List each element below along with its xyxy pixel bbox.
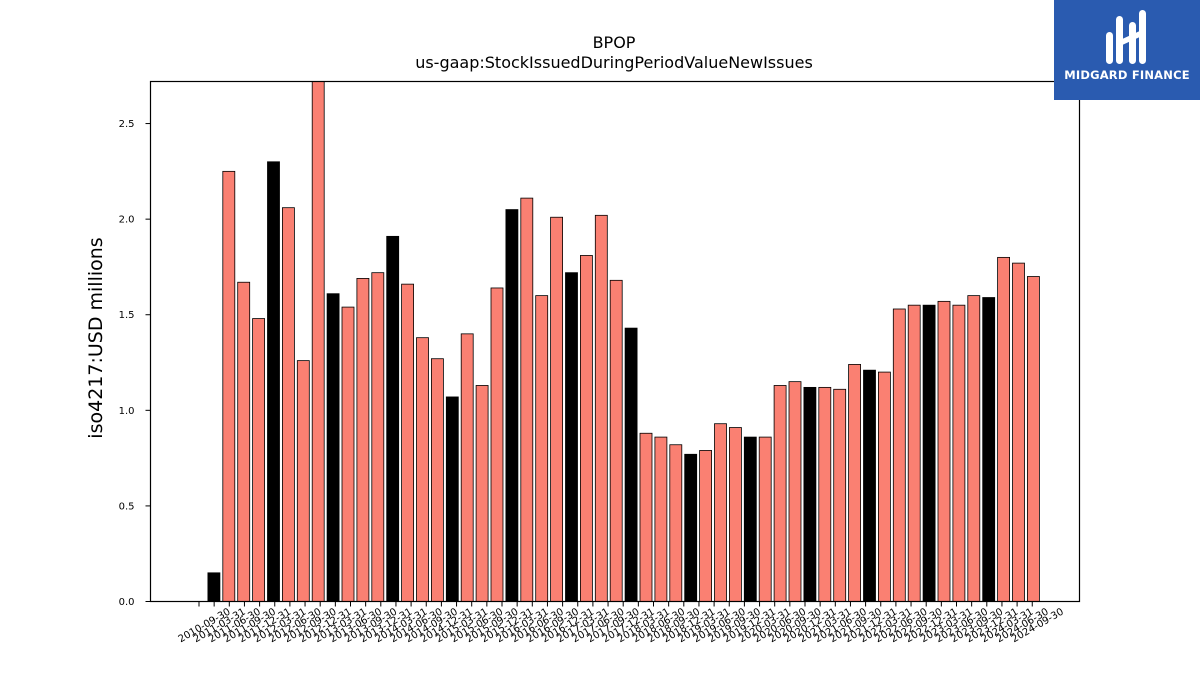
bar-2021-12-31	[863, 369, 876, 602]
bar-2013-12-31	[386, 235, 400, 602]
bar-2018-03-31	[639, 432, 653, 602]
bar-2013-06-30	[356, 278, 370, 602]
bar-2020-03-31	[758, 436, 772, 602]
plot-frame	[149, 80, 1081, 603]
x-axis-ticks: 2010-09-302011-03-312011-06-302011-09-30…	[177, 601, 1066, 645]
bar-2017-03-31	[580, 255, 593, 602]
bar-2018-09-30	[669, 444, 683, 602]
bar-2020-06-30	[773, 385, 787, 602]
bar-2022-12-31	[922, 304, 936, 602]
bar-2019-03-31	[699, 450, 712, 602]
bar-2023-12-31	[982, 297, 996, 602]
bar-2017-06-30	[594, 214, 608, 602]
bars-group	[207, 81, 1040, 602]
bar-2012-06-30	[296, 360, 310, 602]
bar-2016-03-31	[520, 197, 534, 602]
y-tick-label: 0.5	[119, 501, 135, 512]
chart-title: BPOP	[593, 33, 636, 52]
brand-logo: MIDGARD FINANCE	[1054, 0, 1200, 100]
bar-2019-06-30	[714, 423, 727, 602]
bar-2011-03-31	[222, 170, 236, 602]
bar-2010-12-31	[207, 572, 221, 602]
bar-2014-09-30	[430, 358, 444, 602]
bar-2011-12-31	[267, 161, 280, 602]
bar-2016-06-30	[535, 295, 549, 602]
bar-2013-09-30	[371, 272, 385, 602]
bar-2024-03-31	[997, 256, 1010, 602]
bar-2014-06-30	[416, 337, 429, 602]
y-tick-label: 1.0	[119, 406, 135, 417]
bar-2023-06-30	[952, 304, 966, 602]
bar-2023-03-31	[937, 300, 951, 602]
bar-2022-09-30	[907, 304, 921, 602]
bar-2011-06-30	[237, 281, 251, 602]
bar-2015-03-31	[460, 333, 474, 602]
bar-2015-12-31	[505, 209, 519, 602]
bar-2019-09-30	[729, 427, 742, 602]
bar-2022-06-30	[892, 308, 906, 602]
bar-2018-06-30	[654, 436, 668, 602]
bar-2016-09-30	[550, 216, 563, 602]
bar-2012-03-31	[281, 207, 295, 602]
bar-2024-09-30	[1027, 276, 1040, 602]
bar-2021-09-30	[848, 364, 861, 602]
bar-2020-09-30	[788, 381, 802, 602]
bar-2017-12-31	[624, 327, 638, 602]
bar-2016-12-31	[565, 272, 578, 602]
bar-2012-09-30	[311, 81, 325, 602]
y-tick-label: 0.0	[119, 597, 135, 608]
bar-2013-03-31	[341, 306, 355, 602]
bar-2021-03-31	[818, 386, 832, 602]
bar-2015-09-30	[490, 287, 504, 602]
bar-2020-12-31	[803, 386, 817, 602]
chart-subtitle: us-gaap:StockIssuedDuringPeriodValueNewI…	[415, 53, 813, 72]
bar-2015-06-30	[475, 385, 489, 602]
bar-2014-03-31	[401, 283, 415, 602]
bar-2024-06-30	[1012, 262, 1025, 602]
bar-2019-12-31	[743, 436, 757, 602]
y-axis-label: iso4217:USD millions	[85, 237, 107, 438]
bar-2012-12-31	[326, 293, 340, 602]
y-tick-label: 1.5	[119, 310, 135, 321]
brand-name: MIDGARD FINANCE	[1064, 68, 1190, 82]
y-tick-label: 2.5	[119, 119, 135, 130]
bar-2022-03-31	[878, 371, 891, 602]
bar-2017-09-30	[609, 279, 623, 602]
midgard-logo-icon	[1106, 10, 1146, 64]
bar-2021-06-30	[833, 388, 847, 602]
bar-2014-12-31	[445, 396, 459, 602]
bar-2018-12-31	[684, 453, 698, 602]
y-tick-label: 2.0	[119, 215, 135, 226]
bar-2011-09-30	[252, 318, 266, 602]
y-axis-ticks: 0.0 0.5 1.0 1.5 2.0 2.5	[119, 119, 151, 608]
bar-2023-09-30	[967, 295, 981, 602]
